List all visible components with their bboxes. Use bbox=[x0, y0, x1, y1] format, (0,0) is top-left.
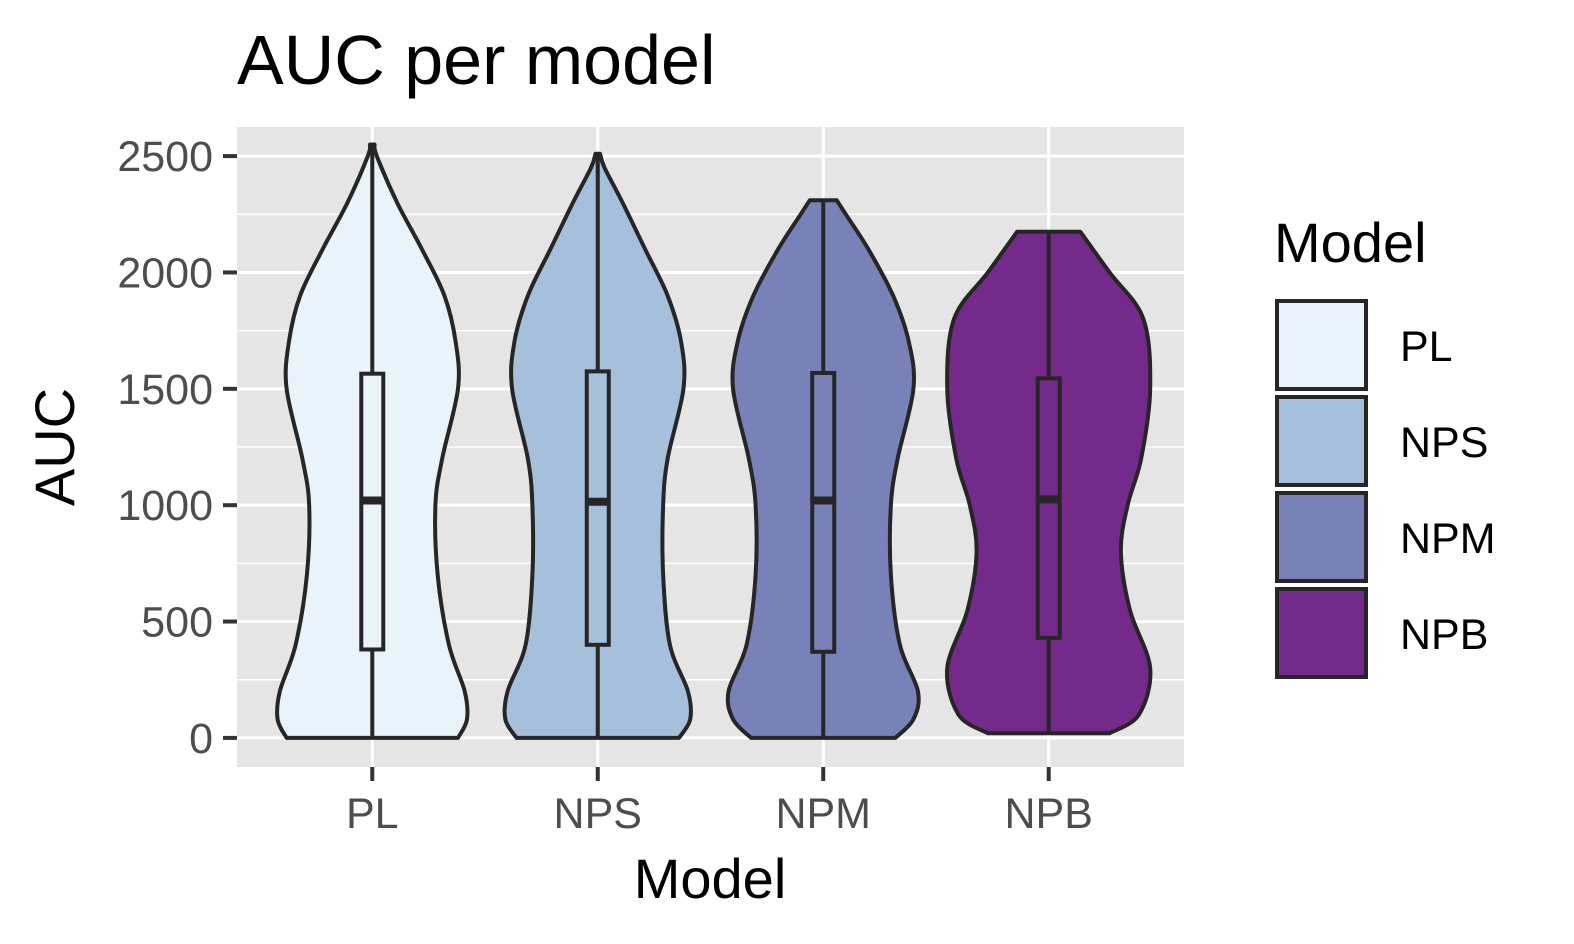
x-axis-title: Model bbox=[634, 847, 787, 910]
box-npm bbox=[810, 370, 837, 654]
y-axis-title: AUC bbox=[23, 388, 86, 506]
x-tick-label: NPM bbox=[775, 790, 871, 838]
y-tick-label: 1500 bbox=[117, 366, 213, 414]
legend-label-pl: PL bbox=[1400, 323, 1453, 371]
y-axis: 0 500 1000 1500 2000 2500 bbox=[117, 133, 237, 763]
legend: Model PL NPS NPM NPB bbox=[1274, 211, 1496, 679]
chart-title: AUC per model bbox=[237, 21, 716, 99]
y-tick-label: 500 bbox=[141, 599, 213, 647]
legend-swatch-npb bbox=[1275, 587, 1368, 679]
legend-title: Model bbox=[1274, 211, 1427, 274]
box-npb bbox=[1035, 376, 1062, 640]
legend-label-npb: NPB bbox=[1400, 611, 1488, 659]
box-pl bbox=[359, 371, 386, 652]
x-axis: PL NPS NPM NPB bbox=[346, 767, 1093, 838]
legend-swatch-nps bbox=[1275, 395, 1368, 487]
y-tick-label: 2500 bbox=[117, 133, 213, 181]
x-tick-label: PL bbox=[346, 790, 399, 838]
y-tick-label: 2000 bbox=[117, 249, 213, 297]
legend-swatch-npm bbox=[1275, 491, 1368, 583]
legend-label-npm: NPM bbox=[1400, 515, 1496, 563]
violins bbox=[275, 142, 1153, 740]
x-tick-label: NPS bbox=[554, 790, 642, 838]
legend-label-nps: NPS bbox=[1400, 419, 1488, 467]
box-nps bbox=[584, 369, 611, 647]
y-tick-label: 0 bbox=[189, 715, 213, 763]
x-tick-label: NPB bbox=[1005, 790, 1093, 838]
legend-swatch-pl bbox=[1275, 299, 1368, 391]
y-tick-label: 1000 bbox=[117, 482, 213, 530]
